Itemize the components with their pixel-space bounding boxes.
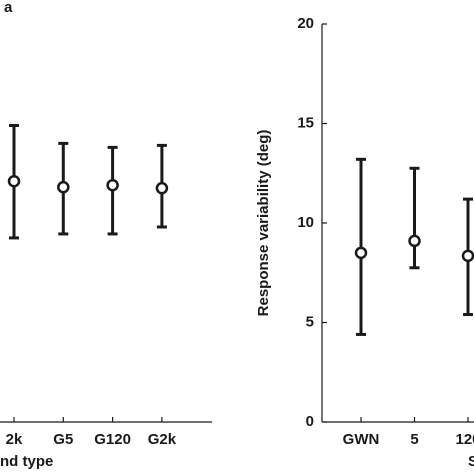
x-tick-label: 5 xyxy=(410,431,418,448)
x-tick-label: 120 xyxy=(455,431,474,448)
x-tick-label: 2k xyxy=(6,431,23,448)
mean-marker xyxy=(7,174,21,188)
mean-marker xyxy=(57,180,70,194)
mean-marker xyxy=(461,249,474,263)
y-axis-label: Response variability (deg) xyxy=(255,130,272,317)
y-tick-label: 10 xyxy=(297,214,314,231)
x-tick-label: G5 xyxy=(53,431,73,448)
mean-marker xyxy=(106,178,119,192)
x-axis-label: S xyxy=(468,453,474,470)
x-tick-label: G120 xyxy=(94,431,131,448)
mean-marker xyxy=(155,181,169,195)
y-tick-label: 5 xyxy=(306,313,314,330)
mean-marker xyxy=(354,246,368,260)
y-tick-label: 0 xyxy=(306,413,314,430)
x-axis-label: nd type xyxy=(0,453,53,470)
y-tick-label: 20 xyxy=(297,15,314,32)
x-tick-label: G2k xyxy=(148,431,177,448)
mean-marker xyxy=(408,234,421,248)
y-tick-label: 15 xyxy=(297,114,314,131)
x-tick-label: GWN xyxy=(343,431,380,448)
panel-label: a xyxy=(4,0,13,16)
